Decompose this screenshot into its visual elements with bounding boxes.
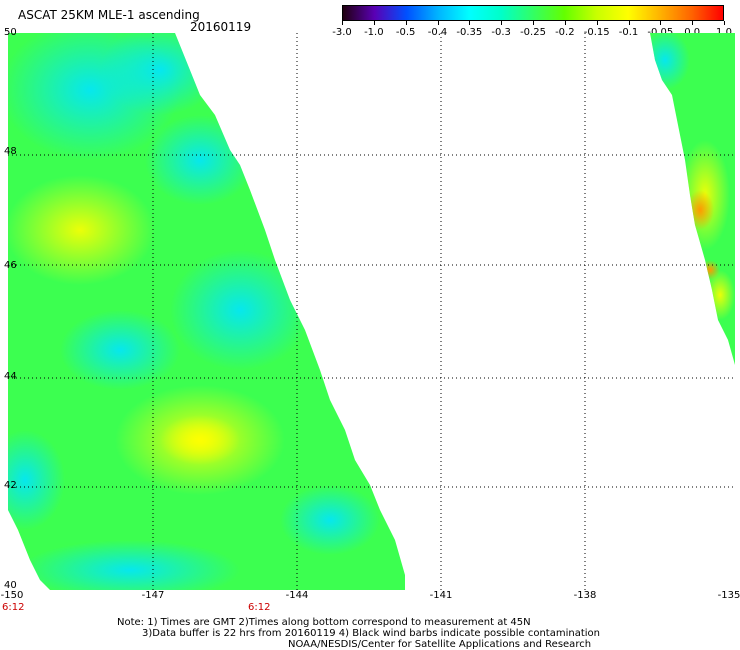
- note-line-2: 3)Data buffer is 22 hrs from 20160119 4)…: [142, 628, 600, 639]
- colorbar-label: 0.0: [684, 27, 701, 38]
- colorbar-tick: [469, 21, 471, 25]
- colorbar-label: -0.05: [647, 27, 674, 38]
- note-line-1: Note: 1) Times are GMT 2)Times along bot…: [117, 617, 531, 628]
- colorbar-label: -0.25: [520, 27, 546, 38]
- colorbar-label: -0.2: [555, 27, 575, 38]
- colorbar-label: -0.35: [456, 27, 483, 38]
- colorbar-tick: [405, 21, 407, 25]
- time-label-west: 6:12: [2, 602, 25, 613]
- lon-tick-150: -150: [0, 590, 24, 601]
- colorbar-tick: [373, 21, 375, 25]
- lat-tick-40: 40: [4, 580, 17, 591]
- colorbar-label: -0.15: [583, 27, 610, 38]
- colorbar-tick: [596, 21, 598, 25]
- lat-tick-42: 42: [4, 480, 17, 491]
- colorbar: [342, 5, 724, 21]
- colorbar-tick: [692, 21, 694, 25]
- lat-tick-44: 44: [4, 371, 17, 382]
- colorbar-tick: [437, 21, 439, 25]
- east-swath: [650, 33, 735, 365]
- plot-title: ASCAT 25KM MLE-1 ascending: [18, 8, 200, 22]
- colorbar-tick: [628, 21, 630, 25]
- colorbar-label: -0.3: [491, 27, 511, 38]
- colorbar-tick: [342, 21, 343, 25]
- lon-tick-135: -135: [717, 590, 740, 601]
- colorbar-tick: [724, 21, 725, 25]
- lon-tick-138: -138: [573, 590, 597, 601]
- colorbar-label: -0.4: [427, 27, 448, 38]
- note-line-3: NOAA/NESDIS/Center for Satellite Applica…: [288, 639, 592, 650]
- colorbar-tick: [564, 21, 566, 25]
- colorbar-tick: [533, 21, 534, 25]
- colorbar-label: -0.1: [618, 27, 639, 38]
- lon-tick-144: -144: [285, 590, 309, 601]
- lat-tick-48: 48: [4, 146, 17, 157]
- colorbar-tick: [501, 21, 503, 25]
- west-swath: [8, 33, 405, 590]
- colorbar-tick: [660, 21, 662, 25]
- colorbar-label: -3.0: [332, 27, 352, 38]
- lon-tick-141: -141: [429, 590, 453, 601]
- gridlines: [8, 33, 735, 590]
- colorbar-label: -0.5: [395, 27, 416, 38]
- lat-tick-50: 50: [4, 27, 17, 38]
- time-label-mid: 6:12: [248, 602, 271, 613]
- lat-tick-46: 46: [4, 260, 17, 271]
- lon-tick-147: -147: [141, 590, 165, 601]
- plot-date: 20160119: [190, 20, 252, 34]
- colorbar-label: -1.0: [364, 27, 384, 38]
- colorbar-label: 1.0: [716, 27, 732, 38]
